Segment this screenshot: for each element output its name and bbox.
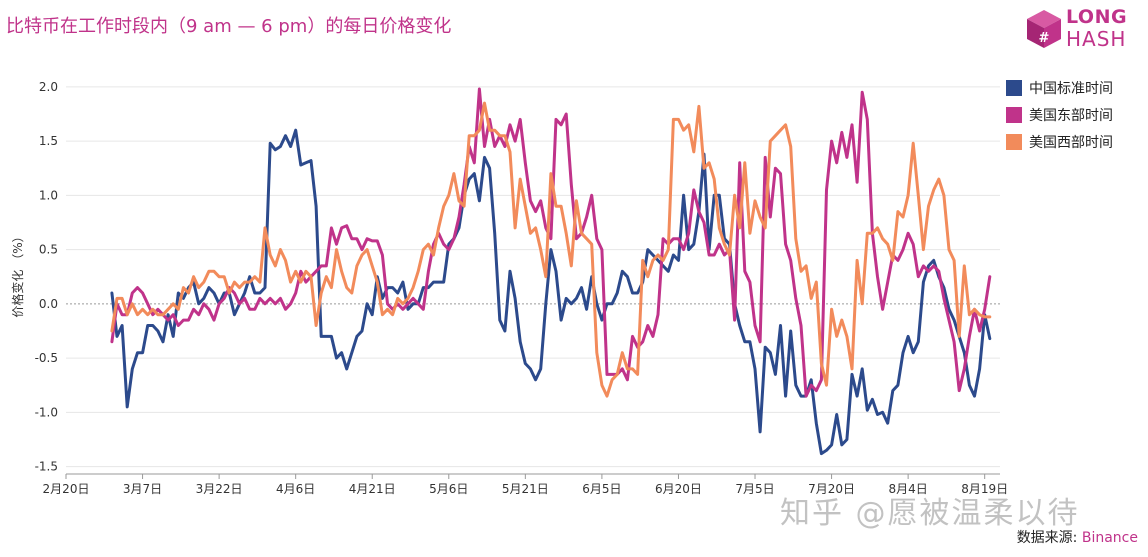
logo-line1: LONG [1066, 6, 1128, 28]
x-tick-label: 4月21日 [349, 482, 396, 496]
series-line-3 [110, 101, 992, 398]
legend-label: 美国西部时间 [1029, 134, 1113, 151]
source-label: 数据来源: [1016, 530, 1082, 546]
legend-swatch [1006, 106, 1022, 123]
x-tick-label: 4月6日 [276, 482, 315, 496]
y-tick-label: -1.0 [35, 405, 58, 419]
legend-label: 中国标准时间 [1029, 80, 1113, 97]
legend-swatch [1006, 79, 1022, 96]
longhash-logo: # LONG HASH [1024, 6, 1146, 56]
x-tick-label: 7月20日 [808, 482, 855, 496]
legend-label: 美国东部时间 [1029, 107, 1113, 124]
legend-item: 中国标准时间 [1006, 74, 1113, 101]
series-lines [110, 87, 992, 456]
y-tick-label: 2.0 [39, 80, 58, 94]
x-tick-label: 3月7日 [123, 482, 162, 496]
x-tick-label: 6月5日 [582, 482, 621, 496]
y-tick-label: -0.5 [35, 351, 58, 365]
legend-item: 美国东部时间 [1006, 101, 1113, 128]
y-axis-label: 价格变化 （%） [10, 230, 25, 317]
x-tick-label: 6月20日 [655, 482, 702, 496]
y-tick-label: 1.0 [39, 188, 58, 202]
series-line-1 [110, 128, 992, 456]
x-tick-label: 8月19日 [961, 482, 1008, 496]
x-tick-label: 3月22日 [196, 482, 243, 496]
watermark-text: 知乎 @愿被温柔以待 [780, 496, 1080, 531]
grid-lines [66, 86, 1000, 468]
y-tick-label: 1.5 [39, 134, 58, 148]
chart-title: 比特币在工作时段内（9 am — 6 pm）的每日价格变化 [6, 16, 452, 37]
data-source: 数据来源: Binance [1017, 527, 1138, 547]
x-tick-label: 5月21日 [502, 482, 549, 496]
series-line-2 [110, 87, 992, 398]
y-tick-label: -1.5 [35, 460, 58, 474]
source-value: Binance [1081, 530, 1138, 546]
y-tick-label: 0.0 [39, 297, 58, 311]
axes: 2.0 1.5 1.0 0.5 0.0 -0.5 -1.0 -1.5 2月20日 3月7日 3月22… [10, 80, 1008, 496]
longhash-cube-icon: # [1027, 10, 1061, 48]
x-tick-label: 7月5日 [735, 482, 774, 496]
y-tick-label: 0.5 [39, 243, 58, 257]
legend-item: 美国西部时间 [1006, 128, 1113, 155]
x-tick-label: 5月6日 [429, 482, 468, 496]
x-tick-label: 8月4日 [888, 482, 927, 496]
logo-line2: HASH [1066, 27, 1127, 51]
x-tick-label: 2月20日 [43, 482, 90, 496]
svg-text:#: # [1039, 31, 1050, 46]
legend: 中国标准时间 美国东部时间 美国西部时间 [1006, 74, 1113, 155]
legend-swatch [1006, 133, 1022, 150]
